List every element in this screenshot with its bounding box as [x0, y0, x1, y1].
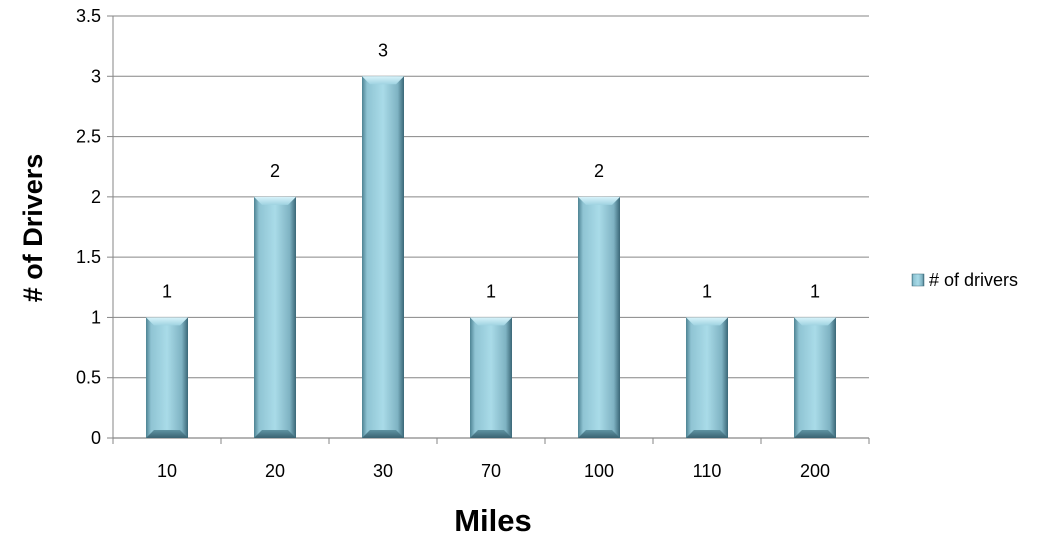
bar-base: [254, 430, 296, 438]
bar-body: [362, 76, 404, 439]
data-label: 2: [594, 161, 604, 181]
y-tick-label: 2: [91, 187, 101, 207]
bar-body: [686, 317, 728, 438]
y-tick-label: 0.5: [76, 368, 101, 388]
data-label: 1: [702, 281, 712, 301]
y-tick-label: 3.5: [76, 6, 101, 26]
bar-body: [470, 317, 512, 438]
y-tick-label: 3: [91, 66, 101, 86]
axes: 0 0.5 1 1.5 2 2.5 3 3.5 10 20 30 70 100 110 200: [76, 6, 870, 481]
bar-body: [578, 196, 620, 438]
bars: [146, 76, 836, 439]
bar-body: [254, 196, 296, 438]
y-tick-label: 2.5: [76, 127, 101, 147]
x-tick-label: 20: [265, 461, 285, 481]
x-tick-label: 10: [157, 461, 177, 481]
bar: [470, 317, 512, 438]
bar: [362, 76, 404, 439]
bar-cap: [686, 317, 728, 326]
data-label: 3: [378, 40, 388, 60]
data-label: 1: [162, 281, 172, 301]
bar-base: [578, 430, 620, 438]
y-tick-label: 1.5: [76, 247, 101, 267]
data-labels: 1 2 3 1 2 1 1: [162, 40, 820, 301]
data-label: 2: [270, 161, 280, 181]
bar-cap: [254, 196, 296, 205]
y-axis-title: # of Drivers: [18, 154, 48, 303]
bar-cap: [362, 76, 404, 85]
data-label: 1: [810, 281, 820, 301]
y-tick-label: 1: [91, 307, 101, 327]
x-axis-title: Miles: [454, 503, 532, 537]
bar-base: [362, 430, 404, 438]
legend-label: # of drivers: [929, 270, 1018, 290]
y-tick-label: 0: [91, 428, 101, 448]
data-label: 1: [486, 281, 496, 301]
bar-body: [794, 317, 836, 438]
x-tick-label: 110: [693, 461, 722, 481]
bar: [794, 317, 836, 438]
bar-cap: [578, 196, 620, 205]
bar: [686, 317, 728, 438]
bar: [578, 196, 620, 438]
bar-base: [686, 430, 728, 438]
bar-cap: [794, 317, 836, 326]
bar-base: [146, 430, 188, 438]
bar-body: [146, 317, 188, 438]
bar-cap: [146, 317, 188, 326]
bar-cap: [470, 317, 512, 326]
x-tick-label: 30: [373, 461, 393, 481]
legend-swatch: [911, 273, 925, 287]
legend: # of drivers: [911, 270, 1018, 290]
bar: [254, 196, 296, 438]
x-tick-label: 70: [481, 461, 501, 481]
x-tick-label: 200: [800, 461, 830, 481]
bar-base: [470, 430, 512, 438]
bar-base: [794, 430, 836, 438]
x-tick-label: 100: [584, 461, 614, 481]
bar: [146, 317, 188, 438]
